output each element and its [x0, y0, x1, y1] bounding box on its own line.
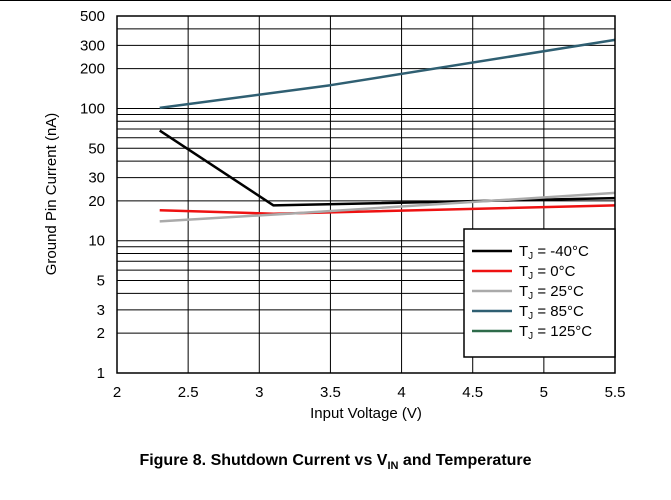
legend: TJ = -40°CTJ = 0°CTJ = 25°CTJ = 85°CTJ =… [463, 228, 616, 358]
y-axis-label: Ground Pin Current (nA) [43, 113, 60, 276]
caption-prefix: Figure 8. Shutdown Current vs V [139, 452, 388, 469]
x-tick-label: 5 [540, 384, 548, 401]
legend-label-suffix: = 85°C [533, 303, 584, 320]
caption-suffix: and Temperature [398, 452, 532, 469]
y-tick-label: 3 [97, 302, 105, 319]
x-tick-label: 2 [113, 384, 121, 401]
y-tick-label: 1 [97, 365, 105, 382]
legend-label-subscript: J [528, 291, 533, 302]
caption-subscript: IN [387, 460, 399, 473]
y-tick-label: 2 [97, 325, 105, 342]
legend-label-name: T [519, 323, 528, 340]
y-tick-label: 100 [80, 100, 105, 117]
y-tick-label: 30 [88, 170, 105, 187]
x-axis-label: Input Voltage (V) [310, 405, 422, 422]
series-line-3 [159, 38, 616, 110]
y-tick-label: 500 [80, 8, 105, 25]
x-tick-label: 3 [255, 384, 263, 401]
legend-label-name: T [519, 283, 528, 300]
legend-label-subscript: J [528, 271, 533, 282]
x-tick-label: 2.5 [178, 384, 199, 401]
x-tick-label: 5.5 [605, 384, 626, 401]
x-tick-label: 3.5 [320, 384, 341, 401]
legend-label-subscript: J [528, 251, 533, 262]
legend-label-name: T [519, 263, 528, 280]
legend-label-subscript: J [528, 311, 533, 322]
legend-label-name: T [519, 243, 528, 260]
legend-label-suffix: = -40°C [533, 243, 589, 260]
legend-label: TJ = 25°C [519, 283, 584, 302]
y-tick-label: 50 [88, 140, 105, 157]
y-tick-label: 5 [97, 273, 105, 290]
series-line-2 [159, 191, 616, 223]
series-layer [159, 38, 616, 223]
figure-caption: Figure 8. Shutdown Current vs VIN and Te… [0, 452, 671, 472]
legend-label: TJ = -40°C [519, 243, 589, 262]
shutdown-current-chart: 2 2.5 3 3.5 4 4.5 5 5.5123510203050100200300500… [43, 8, 625, 422]
y-tick-label: 200 [80, 61, 105, 78]
legend-label: TJ = 0°C [519, 263, 576, 282]
legend-label-name: T [519, 303, 528, 320]
plot-frame [116, 15, 616, 374]
x-tick-label: 4 [397, 384, 405, 401]
x-tick-label: 4.5 [462, 384, 483, 401]
y-tick-label: 20 [88, 193, 105, 210]
y-tick-label: 10 [88, 233, 105, 250]
top-rule [0, 0, 671, 1]
legend-label: TJ = 125°C [519, 323, 592, 342]
y-tick-label: 300 [80, 37, 105, 54]
legend-label-subscript: J [528, 331, 533, 342]
legend-label-suffix: = 0°C [533, 263, 575, 280]
legend-label: TJ = 85°C [519, 303, 584, 322]
legend-label-suffix: = 125°C [533, 323, 592, 340]
legend-label-suffix: = 25°C [533, 283, 584, 300]
series-line-0 [159, 129, 616, 207]
